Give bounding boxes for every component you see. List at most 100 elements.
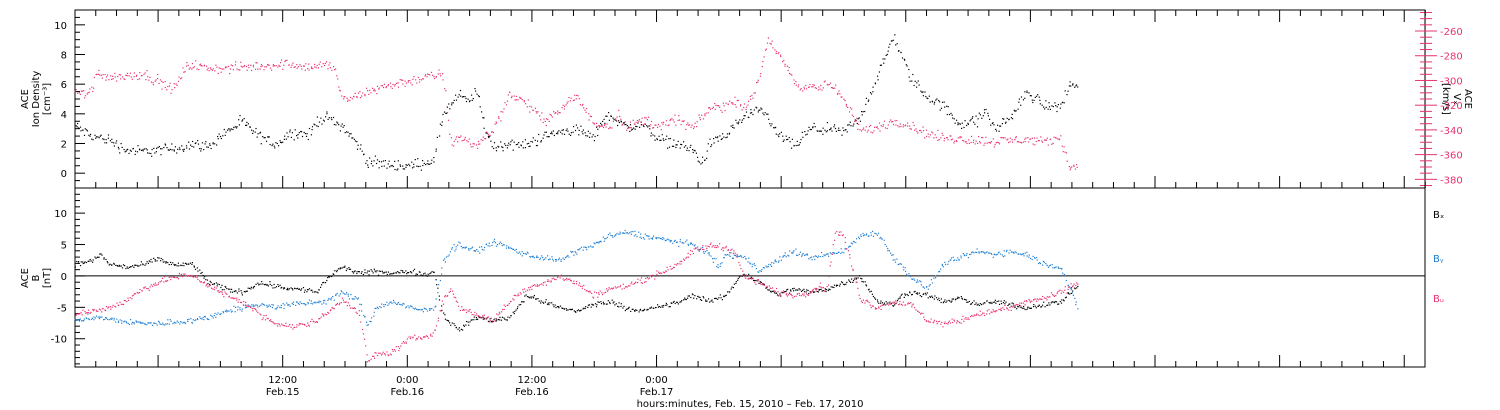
bottom-point	[605, 288, 608, 290]
top-point	[371, 160, 373, 162]
bottom-point	[335, 294, 337, 296]
top-point	[957, 124, 959, 126]
top-point	[946, 137, 948, 139]
top-point	[257, 68, 259, 70]
top-point	[750, 109, 752, 111]
top-point	[168, 149, 170, 151]
bottom-point	[849, 257, 851, 259]
bottom-point	[215, 287, 217, 289]
bottom-point	[247, 287, 249, 289]
top-point	[997, 124, 999, 126]
bottom-point	[128, 323, 130, 326]
top-point	[624, 121, 626, 123]
bottom-point	[783, 292, 785, 294]
bottom-point	[82, 262, 84, 265]
top-point	[922, 91, 924, 93]
bottom-point	[235, 306, 237, 308]
bottom-point	[400, 269, 402, 272]
bottom-point	[432, 332, 434, 334]
top-point	[763, 114, 765, 116]
bottom-point	[293, 301, 295, 303]
bottom-point	[991, 311, 993, 313]
bottom-point	[79, 318, 81, 320]
top-point	[985, 136, 987, 138]
top-point	[433, 161, 435, 163]
bottom-point	[570, 309, 572, 311]
top-point	[341, 95, 343, 97]
bottom-point	[304, 323, 306, 325]
bottom-point	[708, 252, 710, 254]
top-point	[442, 113, 444, 116]
top-point	[289, 131, 291, 133]
top-point	[861, 114, 863, 116]
top-point	[193, 66, 195, 68]
top-point	[954, 122, 956, 124]
bottom-point	[767, 266, 769, 268]
bottom-point	[373, 315, 375, 317]
top-point	[487, 133, 489, 135]
bottom-point	[146, 287, 148, 290]
bottom-point	[534, 284, 536, 286]
top-point	[1014, 110, 1016, 112]
top-point	[902, 126, 904, 128]
bottom-point	[262, 303, 265, 306]
bottom-point	[839, 285, 841, 287]
bottom-point	[904, 294, 907, 296]
top-point	[301, 131, 303, 133]
bottom-point	[290, 326, 292, 328]
bottom-point	[932, 322, 934, 324]
bottom-point	[86, 312, 88, 314]
bottom-point	[1064, 289, 1066, 291]
bottom-point	[341, 291, 343, 293]
bottom-point	[346, 292, 348, 294]
top-point	[111, 138, 113, 140]
bottom-point	[725, 254, 727, 256]
bottom-point	[696, 298, 698, 300]
bottom-point	[355, 297, 357, 299]
bottom-point	[415, 273, 417, 275]
top-point	[1002, 118, 1004, 120]
bottom-point	[1057, 303, 1059, 305]
bottom-point	[465, 324, 467, 326]
bottom-point	[774, 259, 776, 261]
bottom-point	[394, 350, 396, 352]
bottom-point	[982, 312, 984, 314]
bottom-point	[471, 247, 473, 249]
top-point	[325, 116, 327, 118]
bottom-point	[829, 265, 831, 267]
top-point	[577, 95, 579, 97]
bottom-point	[451, 248, 453, 250]
top-point	[582, 129, 584, 131]
top-point	[329, 62, 331, 64]
top-point	[230, 128, 233, 130]
bottom-point	[485, 243, 487, 246]
top-point	[605, 126, 607, 128]
bottom-point	[585, 306, 587, 308]
bottom-point	[994, 299, 996, 301]
bottom-panel-points	[74, 229, 1079, 363]
bottom-point	[897, 263, 899, 265]
bottom-point	[405, 306, 407, 308]
bottom-point	[530, 296, 532, 298]
top-point	[743, 118, 745, 120]
bottom-point	[1064, 275, 1066, 277]
bottom-point	[661, 238, 663, 241]
bottom-point	[188, 275, 190, 277]
top-point	[603, 124, 605, 126]
bottom-point	[202, 274, 204, 276]
bottom-point	[942, 326, 944, 328]
top-point	[229, 73, 231, 75]
top-point	[382, 86, 385, 89]
top-point	[978, 112, 980, 114]
bottom-point	[625, 286, 627, 288]
bottom-point	[82, 261, 84, 263]
bottom-point	[593, 242, 595, 244]
top-point	[644, 117, 646, 119]
bottom-point	[512, 311, 514, 313]
bottom-point	[356, 272, 358, 275]
bottom-point	[923, 293, 925, 295]
bottom-point	[824, 289, 826, 291]
bottom-point	[570, 250, 572, 253]
top-point	[818, 86, 820, 88]
bottom-point	[460, 328, 462, 330]
